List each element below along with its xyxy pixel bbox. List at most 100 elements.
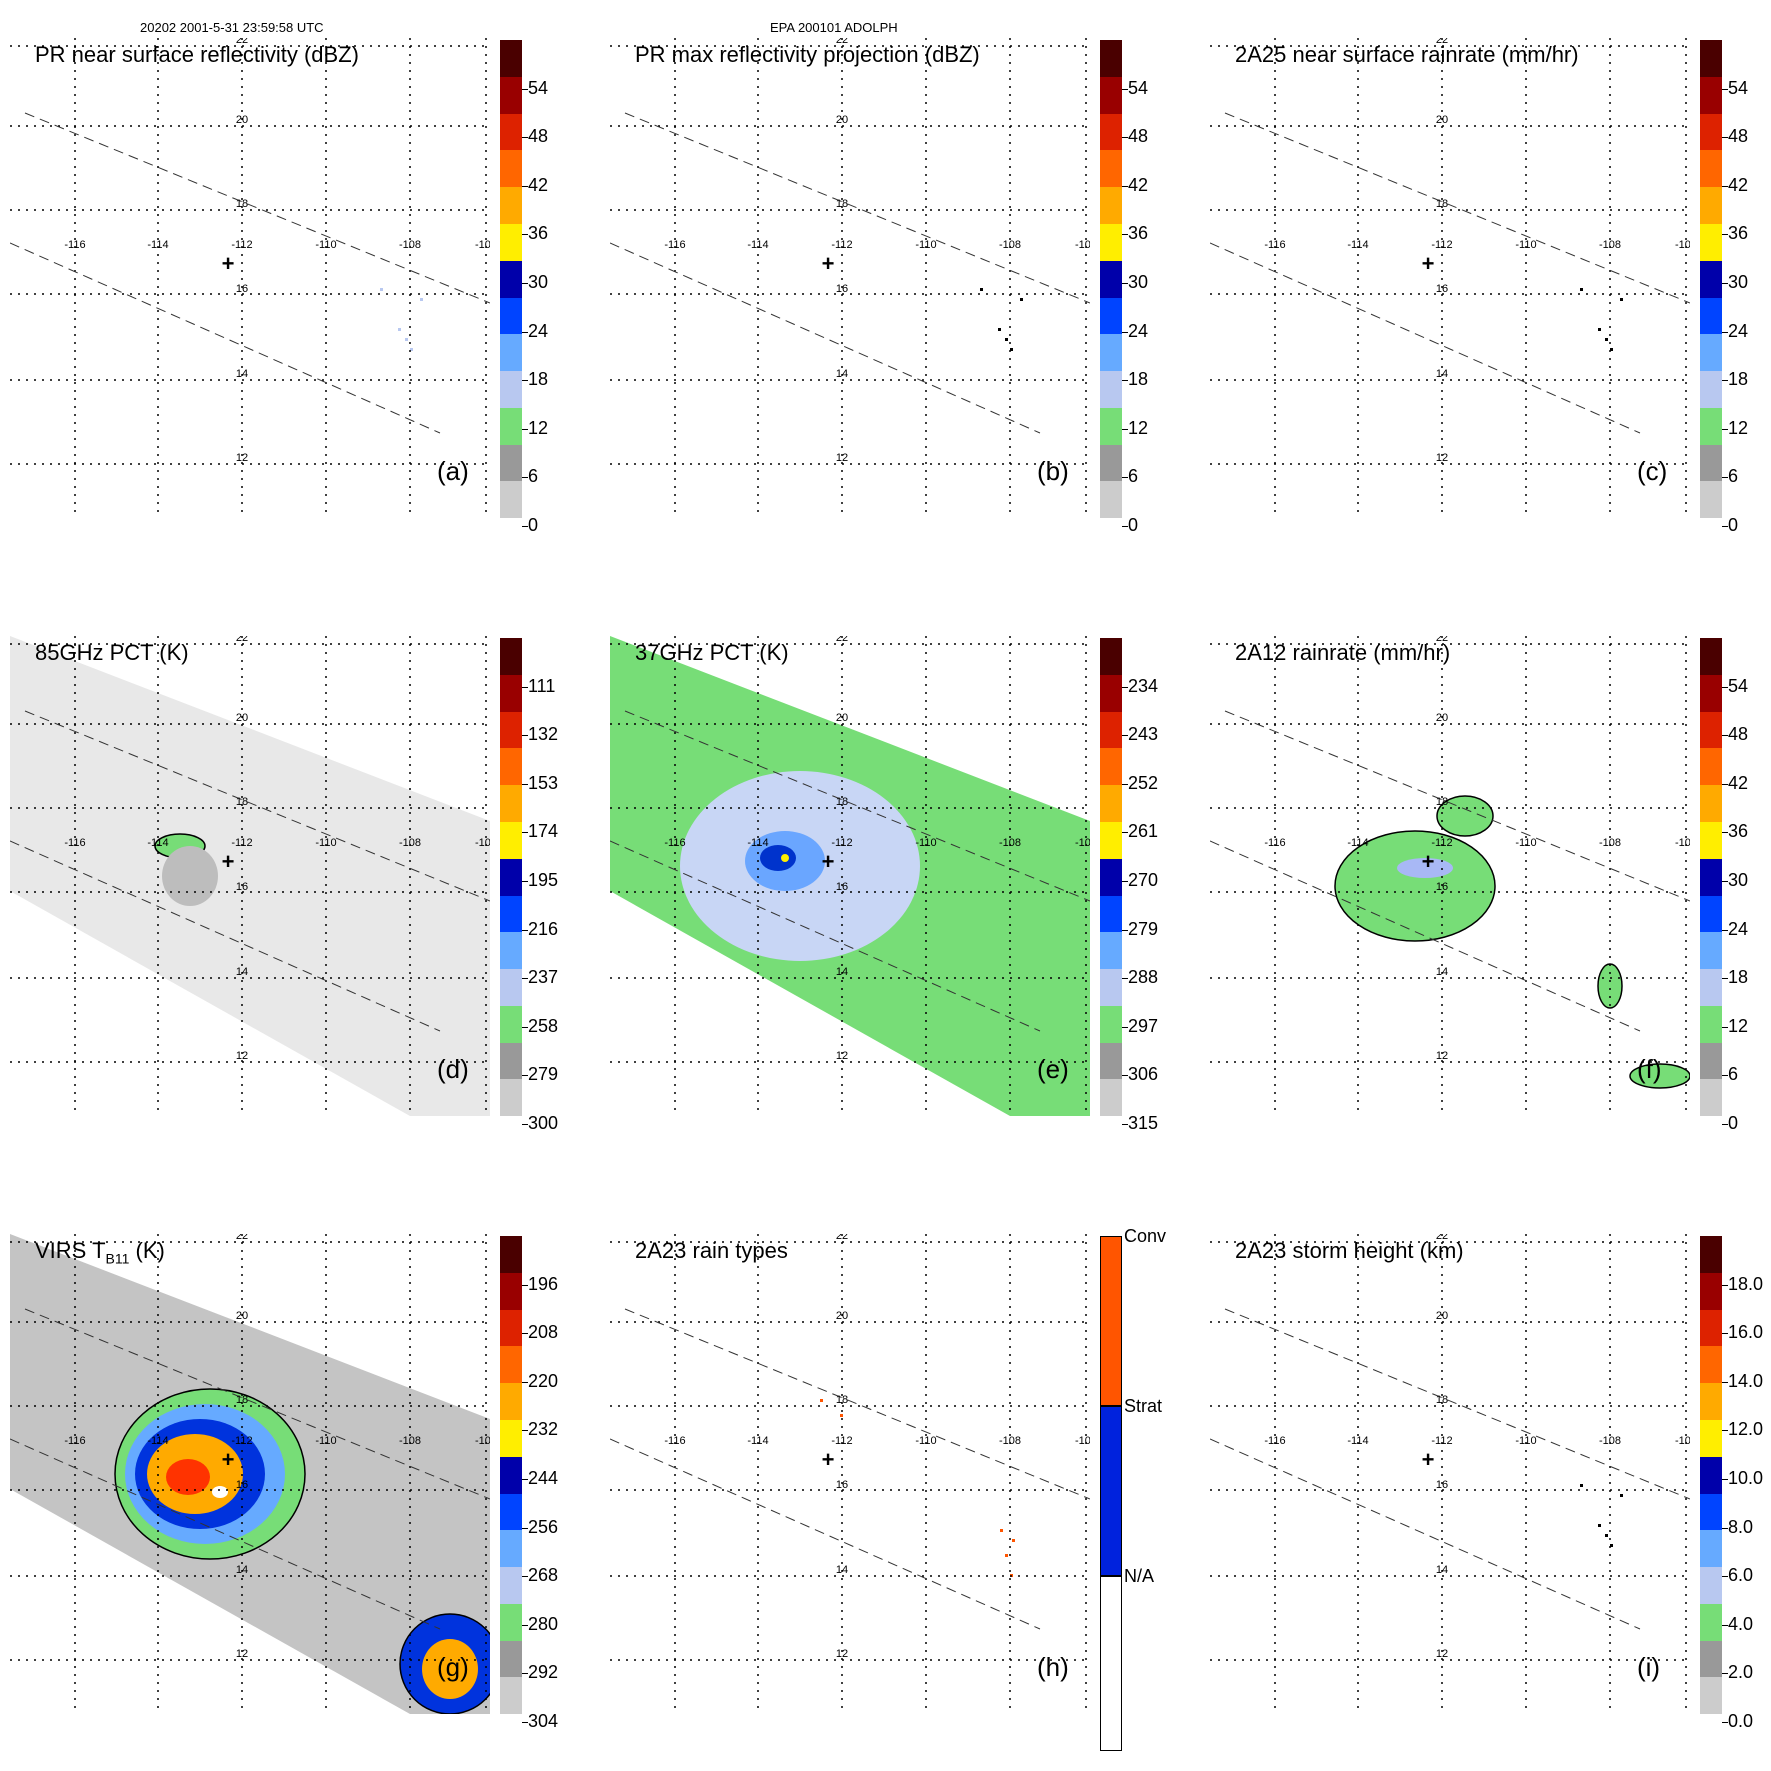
panel-title-text: 2A23 storm height (km) [1235,1238,1464,1263]
panel-c: -116 -114 -112 -110 -108 -106 22 20 18 16 14 12 +2A2… [1200,0,1771,556]
colorbar-tick-label: 6 [1728,1064,1739,1085]
lat-label: 14 [1436,1564,1448,1576]
colorbar-segment [1700,150,1722,189]
panel-label: (g) [437,1652,469,1682]
colorbar-segment [1100,260,1122,299]
lon-label: -112 [1431,239,1452,251]
colorbar-tick-label: 12 [1728,417,1749,438]
storm-center-marker: + [1422,251,1435,276]
colorbar-tick-mark [522,428,528,430]
colorbar-segment [500,481,522,520]
colorbar-tick-label: 36 [1728,223,1749,244]
lat-label: 16 [836,283,848,295]
colorbar-tick-mark [1722,783,1728,785]
lat-label: 22 [236,636,248,644]
lat-label: 14 [1436,966,1448,978]
colorbar-tick-mark [522,185,528,187]
lon-label: -116 [1264,1435,1285,1447]
lat-label: 14 [1436,368,1448,380]
panel-label: (f) [1637,1054,1662,1084]
lon-label: -106 [475,239,490,251]
rain-pixel [1580,1484,1583,1487]
colorbar-segment [1700,371,1722,409]
header-center: EPA 200101 ADOLPH [770,20,898,35]
colorbar-tick-label: 0 [1728,1112,1739,1133]
colorbar-segment [1700,40,1722,78]
colorbar-segment [500,150,522,189]
colorbar: 54 48 42 36 30 24 18 12 6 0 [1700,638,1748,1154]
colorbar-segment [1100,113,1122,152]
colorbar-segment [1700,1309,1722,1348]
colorbar-tick-label: 280 [528,1613,559,1634]
colorbar-segment [1700,407,1722,446]
colorbar-segment [1700,858,1722,897]
lon-label: -112 [1431,1435,1452,1447]
colorbar-tick-label: 252 [1128,772,1159,793]
colorbar-tick-label: 2.0 [1728,1662,1754,1683]
lon-label: -110 [1515,1435,1536,1447]
colorbar-segment [1700,1272,1722,1311]
swath-edge-south [10,1438,441,1630]
lon-label: -108 [399,1435,421,1447]
lat-label: 14 [836,1564,848,1576]
colorbar-segment [1100,76,1122,115]
colorbar-segment [1100,674,1122,713]
colorbar-segment [1100,785,1122,823]
colorbar-segment [1700,481,1722,520]
colorbar-segment [500,1042,522,1081]
lon-label: -112 [1431,837,1452,849]
colorbar-tick-mark [522,380,528,382]
colorbar-tick-label: 6 [1728,466,1739,487]
colorbar-tick-mark [1722,832,1728,834]
colorbar: 54 48 42 36 30 24 18 12 6 0 [1100,40,1148,556]
eye [212,1486,228,1498]
colorbar-segment [1100,187,1122,225]
lat-label: 18 [1436,1394,1448,1406]
colorbar: 234 243 252 261 270 279 288 297 306 315 [1100,638,1158,1154]
colorbar: 196 208 220 232 244 256 268 280 292 304 [500,1236,558,1752]
colorbar-tick-label: 30 [1128,271,1149,292]
colorbar-tick-mark [1122,234,1128,236]
lon-label: -110 [915,1435,936,1447]
lon-label: -108 [999,1435,1021,1447]
panel-title-text: 2A25 near surface rainrate (mm/hr) [1235,42,1579,67]
colorbar-segment [500,1567,522,1605]
colorbar-segment [500,1456,522,1495]
colorbar-segment [1700,187,1722,225]
lat-label: 20 [836,114,848,126]
colorbar-tick-label: 232 [528,1419,559,1440]
lon-label: -108 [399,239,421,251]
colorbar-tick-label: 24 [1728,918,1749,939]
panel-title-text: 37GHz PCT (K) [635,640,789,665]
colorbar-tick-mark [1122,735,1128,737]
panel-title: PR near surface reflectivity (dBZ) [35,42,359,68]
colorbar-tick-label: 234 [1128,675,1159,696]
colorbar-tick-mark [1122,978,1128,980]
colorbar-segment [500,297,522,336]
lon-label: -116 [664,239,685,251]
colorbar-tick-mark [1722,978,1728,980]
lat-label: 16 [836,881,848,893]
colorbar-tick-mark [522,1721,528,1723]
colorbar-segment [1700,1640,1722,1679]
colorbar: 54 48 42 36 30 24 18 12 6 0 [1700,40,1748,556]
lon-label: -114 [1347,1435,1368,1447]
header-left: 20202 2001-5-31 23:59:58 UTC [140,20,324,35]
colorbar: 18.0 16.0 14.0 12.0 10.0 8.0 6.0 4.0 2.0 0.0 [1700,1236,1763,1752]
colorbar-tick-label: 0 [528,514,539,535]
colorbar-segment [1100,297,1122,336]
colorbar-tick-label: 292 [528,1662,559,1683]
rain-pixel [998,328,1001,331]
colorbar-tick-label: 208 [528,1322,559,1343]
colorbar: 54 48 42 36 30 24 18 12 6 0 [500,40,548,556]
swath-edge-north [1224,710,1690,902]
colorbar-segment [500,518,522,556]
colorbar-tick-mark [1122,477,1128,479]
colorbar-tick-label: 244 [528,1467,559,1488]
swath-edge-rain [1629,1063,1690,1089]
colorbar-tick-label: 111 [528,675,556,696]
panel-title-text: 85GHz PCT (K) [35,640,189,665]
lat-label: 14 [236,1564,248,1576]
colorbar-segment [1100,932,1122,971]
colorbar-segment [1100,407,1122,446]
